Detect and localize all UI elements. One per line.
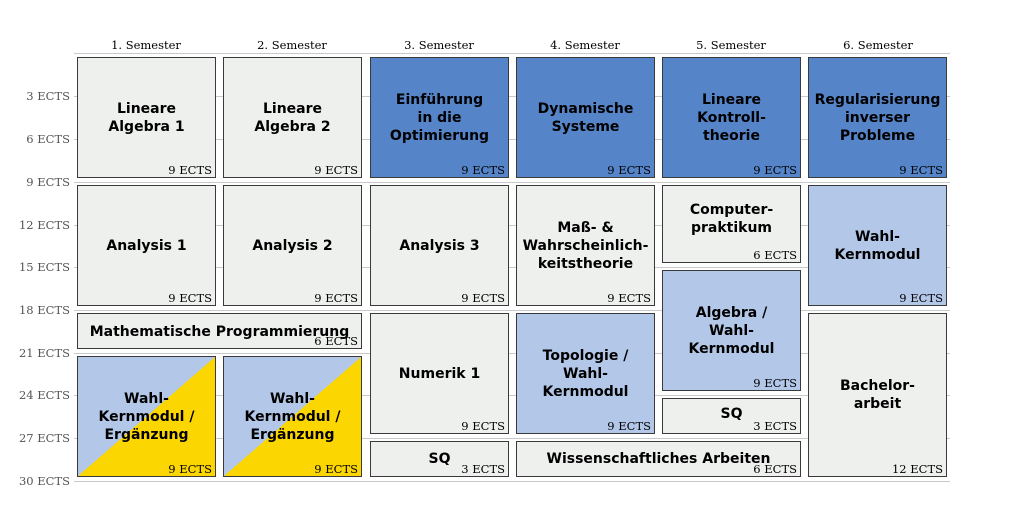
module-ects: 9 ECTS (607, 163, 651, 177)
module-name: Wahl-Kernmodul / Ergänzung (98, 390, 195, 443)
module-name: Regularisierung inverser Probleme (814, 91, 941, 144)
module-ects: 9 ECTS (899, 163, 943, 177)
module-analysis-1: Analysis 1 9 ECTS (77, 185, 216, 306)
module-name: Mathematische Programmierung (89, 324, 350, 340)
y-tick-15: 15 ECTS (18, 260, 70, 274)
module-ects: 9 ECTS (753, 376, 797, 390)
module-ects: 9 ECTS (607, 291, 651, 305)
module-ects: 9 ECTS (899, 291, 943, 305)
module-name: Einführung in die Optimierung (389, 91, 490, 144)
module-name: Analysis 2 (252, 237, 333, 254)
semester-header-4: 4. Semester (550, 38, 620, 52)
semester-header-2: 2. Semester (257, 38, 327, 52)
module-name: Computer- praktikum (689, 202, 774, 236)
module-numerik-1: Numerik 1 9 ECTS (370, 313, 509, 434)
module-computerpraktikum: Computer- praktikum 6 ECTS (662, 185, 801, 263)
y-tick-27: 27 ECTS (18, 431, 70, 445)
module-ects: 9 ECTS (168, 291, 212, 305)
module-lineare-algebra-2: Lineare Algebra 2 9 ECTS (223, 57, 362, 178)
module-name: SQ (428, 451, 451, 467)
module-wahl-kernmodul-ergaenzung-2: Wahl-Kernmodul / Ergänzung 9 ECTS (223, 356, 362, 477)
semester-header-3: 3. Semester (404, 38, 474, 52)
module-name: Lineare Kontroll- theorie (697, 91, 766, 144)
top-rule (74, 53, 950, 54)
gridline-30 (74, 481, 950, 482)
module-ects: 9 ECTS (168, 163, 212, 177)
module-ects: 9 ECTS (314, 291, 358, 305)
module-lineare-algebra-1: Lineare Algebra 1 9 ECTS (77, 57, 216, 178)
module-ects: 6 ECTS (753, 248, 797, 262)
gridline-3 (74, 96, 950, 97)
module-name: Bachelor- arbeit (839, 378, 915, 412)
gridline-9 (74, 182, 950, 183)
module-ects: 12 ECTS (891, 462, 943, 476)
gridline-24 (74, 395, 950, 396)
module-einfuehrung-optimierung: Einführung in die Optimierung 9 ECTS (370, 57, 509, 178)
module-ects: 9 ECTS (168, 462, 212, 476)
module-wahl-kernmodul-ergaenzung-1: Wahl-Kernmodul / Ergänzung 9 ECTS (77, 356, 216, 477)
module-sq-semester-3: SQ 3 ECTS (370, 441, 509, 477)
module-name: Wissenschaftliches Arbeiten (546, 451, 771, 467)
semester-header-5: 5. Semester (696, 38, 766, 52)
module-analysis-2: Analysis 2 9 ECTS (223, 185, 362, 306)
module-ects: 9 ECTS (461, 291, 505, 305)
module-name: Wahl-Kernmodul / Ergänzung (244, 390, 341, 443)
module-ects: 6 ECTS (753, 462, 797, 476)
gridline-27 (74, 438, 950, 439)
y-tick-18: 18 ECTS (18, 303, 70, 317)
gridline-6 (74, 139, 950, 140)
gridline-21 (74, 353, 950, 354)
module-ects: 9 ECTS (753, 163, 797, 177)
module-ects: 9 ECTS (607, 419, 651, 433)
module-name: Dynamische Systeme (537, 100, 634, 135)
module-mathematische-programmierung: Mathematische Programmierung 6 ECTS (77, 313, 362, 349)
module-ects: 9 ECTS (461, 163, 505, 177)
module-name: Lineare Algebra 1 (108, 100, 185, 135)
module-wissenschaftliches-arbeiten: Wissenschaftliches Arbeiten 6 ECTS (516, 441, 801, 477)
module-algebra-wahl-kernmodul: Algebra / Wahl-Kernmodul 9 ECTS (662, 270, 801, 391)
module-ects: 9 ECTS (461, 419, 505, 433)
module-name: SQ (720, 406, 743, 422)
y-tick-6: 6 ECTS (26, 132, 70, 146)
gridline-18 (74, 310, 950, 311)
module-topologie-wahl-kernmodul: Topologie / Wahl-Kernmodul 9 ECTS (516, 313, 655, 434)
module-mass-wahrscheinlichkeitstheorie: Maß- & Wahrscheinlich- keitstheorie 9 EC… (516, 185, 655, 306)
module-lineare-kontrolltheorie: Lineare Kontroll- theorie 9 ECTS (662, 57, 801, 178)
module-bachelorarbeit: Bachelor- arbeit 12 ECTS (808, 313, 947, 477)
module-ects: 3 ECTS (753, 419, 797, 433)
module-dynamische-systeme: Dynamische Systeme 9 ECTS (516, 57, 655, 178)
module-ects: 9 ECTS (314, 163, 358, 177)
module-regularisierung-inverser-probleme: Regularisierung inverser Probleme 9 ECTS (808, 57, 947, 178)
module-ects: 9 ECTS (314, 462, 358, 476)
module-ects: 3 ECTS (461, 462, 505, 476)
y-tick-21: 21 ECTS (18, 346, 70, 360)
y-tick-9: 9 ECTS (26, 175, 70, 189)
gridline-12 (74, 225, 950, 226)
y-tick-12: 12 ECTS (18, 218, 70, 232)
gridline-15 (74, 267, 950, 268)
module-name: Lineare Algebra 2 (254, 100, 331, 135)
y-tick-24: 24 ECTS (18, 388, 70, 402)
module-analysis-3: Analysis 3 9 ECTS (370, 185, 509, 306)
module-name: Analysis 1 (106, 237, 187, 254)
module-name: Algebra / Wahl-Kernmodul (688, 304, 775, 357)
y-tick-30: 30 ECTS (18, 474, 70, 488)
module-name: Maß- & Wahrscheinlich- keitstheorie (522, 219, 649, 272)
module-sq-semester-5: SQ 3 ECTS (662, 398, 801, 434)
semester-header-6: 6. Semester (843, 38, 913, 52)
y-tick-3: 3 ECTS (26, 89, 70, 103)
module-name: Topologie / Wahl-Kernmodul (542, 347, 629, 400)
module-wahl-kernmodul: Wahl-Kernmodul 9 ECTS (808, 185, 947, 306)
module-name: Wahl-Kernmodul (834, 228, 921, 263)
semester-header-1: 1. Semester (111, 38, 181, 52)
module-name: Numerik 1 (398, 365, 481, 382)
module-ects: 6 ECTS (314, 334, 358, 348)
module-name: Analysis 3 (399, 237, 480, 254)
